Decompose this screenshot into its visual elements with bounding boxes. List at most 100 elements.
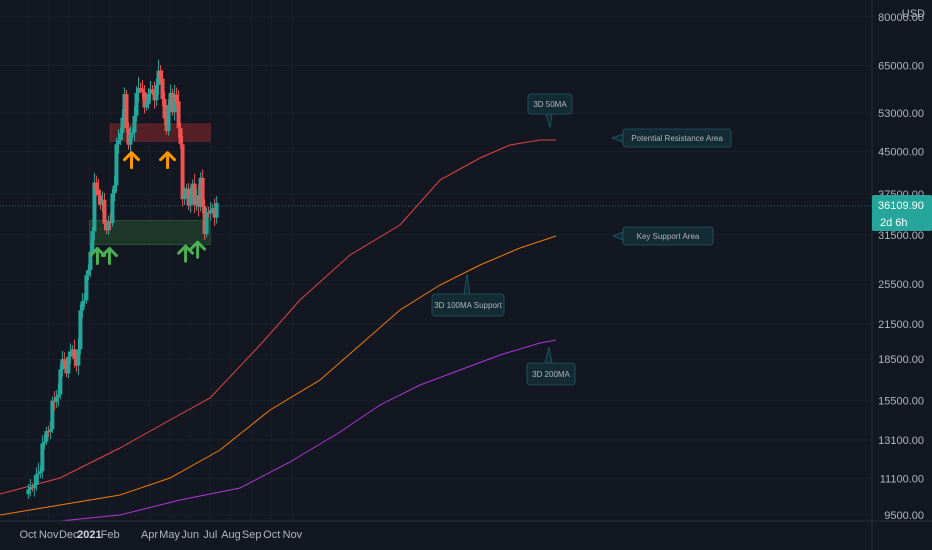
- candle-body: [76, 349, 81, 366]
- candle: [28, 478, 33, 497]
- candle: [168, 84, 173, 113]
- candle: [152, 81, 157, 109]
- candle: [38, 465, 43, 479]
- x-tick-label: Sep: [242, 529, 262, 541]
- candle-body: [140, 88, 145, 93]
- candle-body: [152, 91, 157, 101]
- candle: [34, 467, 39, 491]
- x-tick-label: Jun: [181, 529, 199, 541]
- callout-support: Key Support Area: [611, 226, 714, 246]
- candle: [136, 77, 141, 103]
- candle: [196, 184, 201, 217]
- candle-body: [110, 193, 115, 224]
- candle: [170, 88, 175, 116]
- candle-body: [96, 189, 101, 196]
- candle: [140, 80, 145, 100]
- candle: [138, 82, 143, 94]
- candle: [118, 127, 123, 145]
- candle-body: [58, 369, 63, 395]
- candle: [82, 293, 87, 308]
- candle: [128, 126, 133, 152]
- candle-body: [112, 185, 117, 194]
- candle: [110, 189, 115, 227]
- candle: [78, 304, 83, 355]
- candle: [62, 352, 67, 368]
- callout-100ma: 3D 100MA Support: [431, 273, 505, 317]
- candle: [164, 114, 169, 135]
- x-tick-label: Apr: [141, 529, 158, 541]
- candle-body: [50, 400, 55, 430]
- candle-body: [80, 301, 85, 311]
- callout-50ma: 3D 50MA: [527, 93, 573, 129]
- candle: [68, 343, 73, 364]
- candle-body: [172, 94, 177, 113]
- x-tick-label: Jul: [203, 529, 217, 541]
- price-axis[interactable]: 80000.0065000.0053000.0045000.0037500.00…: [878, 12, 924, 522]
- candle: [186, 182, 191, 211]
- candle: [194, 188, 199, 211]
- candle-body: [124, 94, 129, 129]
- candle-body: [138, 88, 143, 90]
- y-tick-label: 15500.00: [878, 396, 924, 408]
- green-up-arrow: [100, 247, 118, 266]
- candle-body: [48, 429, 53, 433]
- candle: [86, 264, 91, 280]
- y-tick-label: 9500.00: [884, 510, 924, 522]
- candle: [132, 106, 137, 141]
- candle: [96, 178, 101, 205]
- candle: [54, 389, 59, 409]
- y-tick-label: 25500.00: [878, 279, 924, 291]
- candle: [122, 87, 127, 124]
- candle: [102, 192, 107, 230]
- callout-text: 3D 50MA: [533, 100, 567, 109]
- x-tick-label: 2021: [77, 529, 101, 541]
- candle: [156, 59, 161, 95]
- candle: [144, 99, 149, 112]
- candle-body: [214, 202, 219, 218]
- candle: [114, 137, 119, 192]
- candle: [106, 215, 111, 236]
- candle: [50, 396, 55, 433]
- candle-body: [56, 394, 61, 397]
- candle-body: [120, 117, 125, 133]
- callout-box: [622, 226, 714, 246]
- moving-averages-layer: [0, 139, 557, 522]
- y-tick-label: 45000.00: [878, 146, 924, 158]
- candle: [210, 204, 215, 214]
- candle-body: [190, 183, 195, 196]
- candle: [190, 179, 195, 199]
- candle: [30, 483, 35, 492]
- candle: [88, 243, 93, 278]
- candle-body: [166, 104, 171, 132]
- candle: [214, 195, 219, 224]
- candle: [120, 109, 125, 141]
- candle-body: [66, 356, 71, 374]
- green-up-arrow: [88, 247, 106, 266]
- candle-body: [94, 182, 99, 190]
- candle: [80, 293, 85, 318]
- candle-body: [44, 431, 49, 442]
- candle-body: [108, 221, 113, 224]
- current-price-tag-bg: [872, 195, 932, 231]
- callout-resistance: Potential Resistance Area: [610, 128, 732, 148]
- green-up-arrow: [177, 244, 195, 263]
- y-tick-label: 21500.00: [878, 319, 924, 331]
- callout-box: [526, 362, 576, 386]
- candle: [70, 345, 75, 356]
- callout-text: 3D 100MA Support: [434, 301, 502, 310]
- callouts-layer: 3D 50MA Potential Resistance Area Key Supp…: [431, 93, 732, 386]
- ma-200-line: [59, 339, 557, 522]
- candle-body: [54, 396, 59, 403]
- candle-body: [186, 188, 191, 206]
- candle: [126, 122, 131, 150]
- candle: [98, 189, 103, 210]
- green-up-arrow: [189, 240, 207, 259]
- candle: [46, 425, 51, 437]
- candle-body: [26, 489, 31, 495]
- candle: [72, 339, 77, 368]
- candle: [66, 351, 71, 379]
- y-tick-label: 18500.00: [878, 354, 924, 366]
- candle-body: [196, 195, 201, 207]
